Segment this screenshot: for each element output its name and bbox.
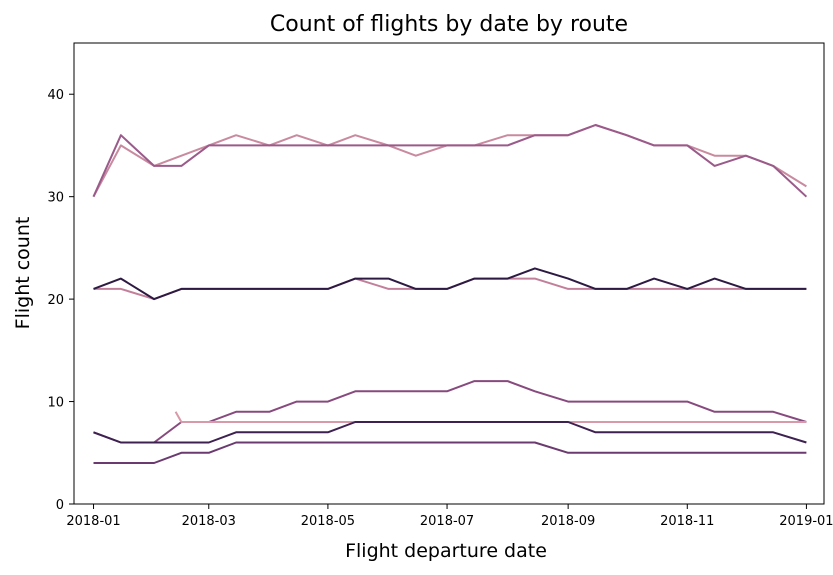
y-tick-label: 30 [47,191,64,206]
chart-title: Count of flights by date by route [270,12,628,37]
x-axis-label: Flight departure date [345,540,547,562]
y-axis: 0 10 20 30 40 [47,88,74,513]
y-tick-label: 10 [47,396,64,411]
x-tick-label: 2018-01 [66,514,120,529]
y-tick-label: 40 [47,88,64,103]
x-axis: 2018-01 2018-03 2018-05 2018-07 2018-09 2018-… [66,504,833,529]
x-tick-label: 2018-09 [541,514,595,529]
y-tick-label: 20 [47,293,64,308]
series-line-6 [174,411,807,423]
plot-frame [73,42,825,505]
x-tick-label: 2018-03 [182,514,236,529]
y-axis-label: Flight count [12,217,34,330]
series-line-8 [93,441,807,464]
series-line-2 [92,124,808,198]
series-line-1 [92,124,807,198]
x-tick-label: 2018-05 [301,514,355,529]
series-lines [92,124,808,464]
x-tick-label: 2018-07 [420,514,474,529]
x-tick-label: 2019-01 [779,514,833,529]
series-line-4 [93,267,807,301]
series-line-7 [93,421,807,444]
y-tick-label: 0 [56,498,64,513]
x-tick-label: 2018-11 [660,514,714,529]
